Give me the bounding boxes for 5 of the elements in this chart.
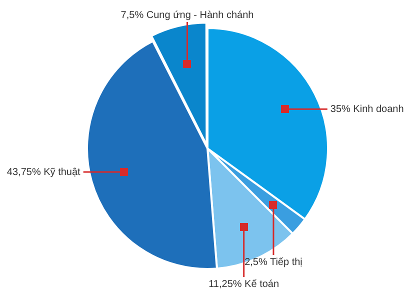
slice-label: 11,25% Kế toán	[208, 278, 280, 290]
slice-label: 2,5% Tiếp thị	[244, 256, 302, 268]
slice-label: 7,5% Cung ứng - Hành chánh	[120, 10, 254, 21]
slice-label: 43,75% Kỹ thuật	[6, 166, 81, 178]
slice-label: 35% Kinh doanh	[330, 104, 404, 115]
